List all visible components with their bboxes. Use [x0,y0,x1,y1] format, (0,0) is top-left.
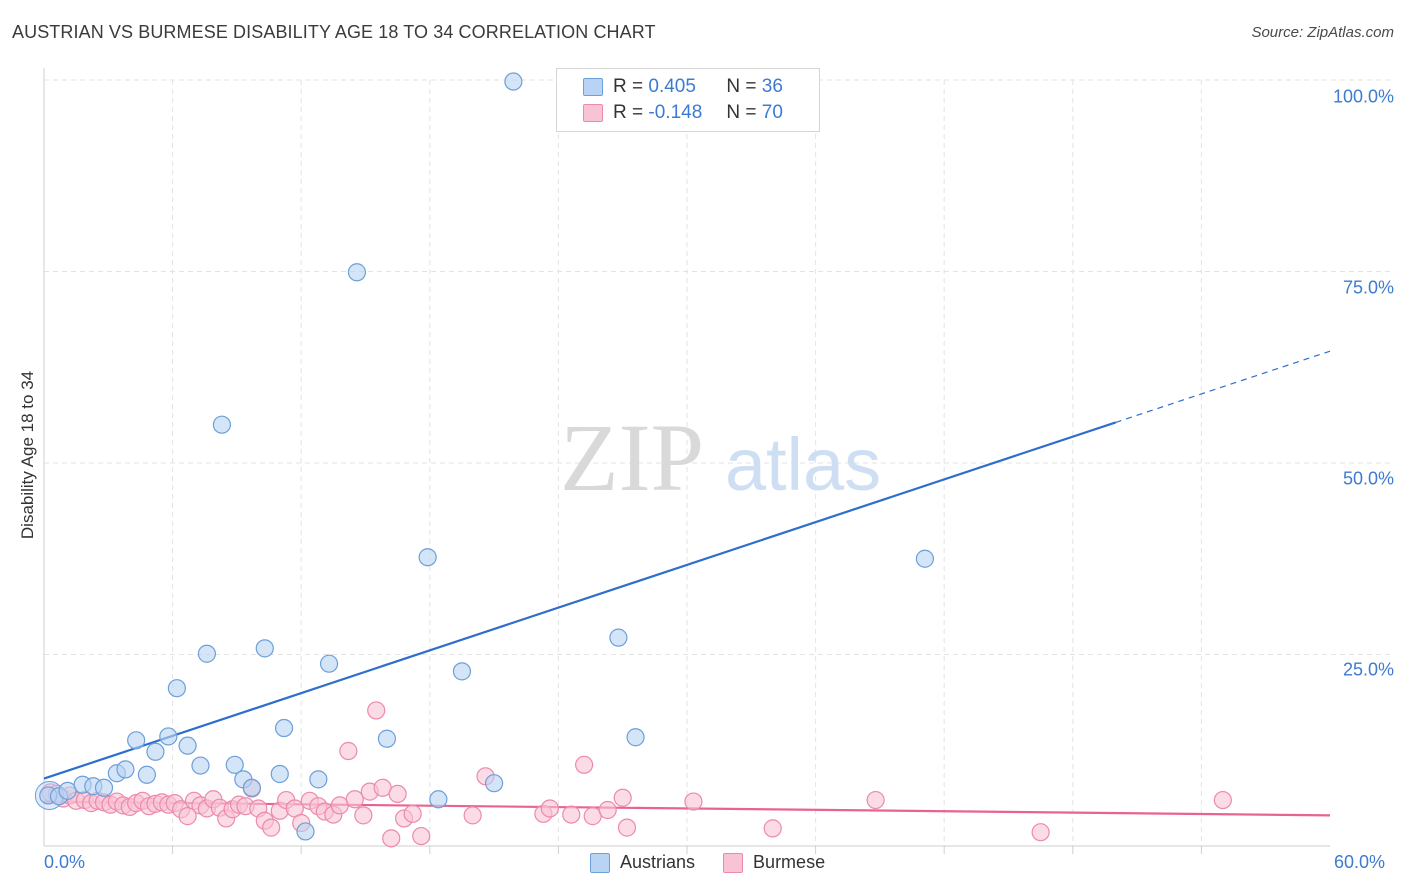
burmese-point-63 [613,788,632,807]
legend-item-burmese: Burmese [723,852,825,873]
austrians-point-5 [94,778,114,797]
stats-row-burmese: R = -0.148 N = 70 [583,100,783,126]
austrians-point-15 [197,644,216,663]
burmese-point-55 [463,806,482,825]
burmese-point-45 [345,790,364,809]
austrians-point-19 [242,778,262,797]
austrians-point-33 [609,628,628,647]
austrians-point-14 [191,756,210,775]
axes [43,68,1330,854]
burmese-point-67 [866,790,885,810]
austrians-point-29 [429,790,448,809]
austrians-point-25 [319,654,339,673]
burmese-point-21 [178,807,197,826]
burmese-r-value: -0.148 [648,102,703,123]
y-tick-label-25: 25.0% [1342,659,1394,680]
austrians-point-17 [225,755,244,774]
austrians-point-16 [212,415,231,434]
legend-label-austrians: Austrians [620,852,696,872]
watermark: ZIP atlas [560,404,881,511]
austrians-n-label: N = [726,76,757,97]
burmese-swatch [583,104,603,122]
x-tick-label-max: 60.0% [1334,852,1386,872]
y-tick-label-100: 100.0% [1332,86,1394,107]
austrians-point-10 [146,742,165,761]
legend-label-burmese: Burmese [753,852,826,872]
austrians-point-31 [485,774,504,793]
austrians-point-30 [452,662,472,681]
burmese-point-60 [575,755,594,774]
burmese-point-48 [367,701,386,720]
burmese-point-59 [562,805,581,824]
austrians-trend-extension [1115,350,1331,423]
austrians-trend-line [43,421,1117,780]
stats-row-austrians: R = 0.405 N = 36 [583,74,783,100]
austrians-point-24 [309,770,328,789]
x-tick-label-min: 0.0% [44,852,86,872]
legend-swatch-burmese [723,852,744,873]
chart-title: AUSTRIAN VS BURMESE DISABILITY AGE 18 TO… [12,22,656,42]
austrians-point-34 [626,728,645,747]
legend-swatch-austrians [590,852,610,873]
burmese-r-label: R = [613,102,644,123]
austrians-point-9 [137,765,156,784]
burmese-point-54 [412,826,431,846]
austrians-point-22 [274,718,294,738]
burmese-point-50 [382,829,401,848]
burmese-point-66 [763,819,782,838]
y-tick-label-50: 50.0% [1342,468,1394,489]
austrians-point-21 [270,764,289,784]
burmese-point-65 [684,792,703,811]
austrians-point-11 [159,727,178,746]
burmese-n-label: N = [726,102,757,123]
austrians-point-13 [178,736,197,755]
austrians-point-28 [418,548,437,567]
austrians-points [34,72,935,841]
austrians-point-23 [296,822,315,841]
burmese-point-68 [1031,823,1050,842]
austrians-point-35 [915,549,935,568]
austrians-point-7 [116,760,135,779]
burmese-n-value: 70 [761,102,783,123]
burmese-point-53 [403,804,422,823]
austrians-point-32 [504,72,523,91]
austrians-point-20 [255,639,274,658]
austrians-point-26 [347,263,367,282]
austrians-r-value: 0.405 [648,76,696,97]
burmese-point-34 [262,818,281,837]
austrians-r-label: R = [613,76,644,97]
austrians-point-12 [167,679,186,698]
burmese-point-64 [617,818,637,837]
source-label: Source: ZipAtlas.com [1251,24,1394,41]
burmese-points [41,701,1232,848]
burmese-point-62 [598,800,617,820]
burmese-point-69 [1213,790,1232,810]
legend: Austrians Burmese [590,852,853,873]
austrians-point-27 [377,729,397,748]
grid-lines [44,79,1392,846]
correlation-stats-box: R = 0.405 N = 36 R = -0.148 N = 70 [556,68,820,132]
burmese-point-44 [339,741,358,761]
austrians-swatch [583,78,603,96]
austrians-point-8 [127,731,146,750]
austrians-n-value: 36 [761,76,783,97]
y-axis-label: Disability Age 18 to 34 [18,370,37,540]
y-tick-label-75: 75.0% [1342,277,1394,298]
legend-item-austrians: Austrians [590,852,695,873]
burmese-point-46 [354,806,373,825]
burmese-point-51 [388,784,407,804]
watermark-zip: ZIP [560,404,704,511]
burmese-point-58 [540,799,559,818]
watermark-atlas: atlas [725,423,881,506]
